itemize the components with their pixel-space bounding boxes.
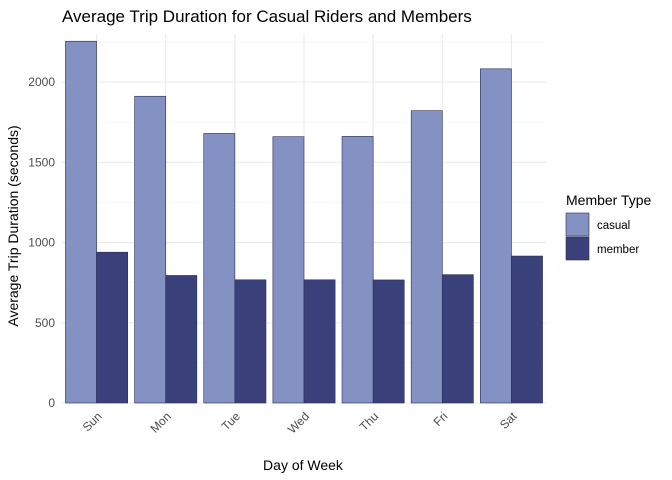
bar-member-sun xyxy=(96,251,128,404)
bar-casual-mon xyxy=(134,95,167,404)
legend-key-member xyxy=(565,236,590,261)
plot-area: 0 500 1000 1500 2000 Sun Mon Tue Wed Thu Fri Sat xyxy=(28,34,546,436)
x-tick-label: Sun xyxy=(80,409,105,434)
y-tick-label: 0 xyxy=(48,396,55,410)
bar-member-wed xyxy=(303,279,336,404)
bar-member-mon xyxy=(165,275,198,404)
x-tick-label: Tue xyxy=(219,409,243,433)
legend-label-member: member xyxy=(597,244,639,256)
x-tick-label: Mon xyxy=(147,409,173,435)
bar-casual-thu xyxy=(341,136,374,404)
bar-casual-tue xyxy=(203,133,236,404)
x-tick-label: Fri xyxy=(431,409,451,429)
y-axis-title: Average Trip Duration (seconds) xyxy=(5,125,21,326)
x-tick-label: Thu xyxy=(357,409,382,434)
bar-casual-fri xyxy=(410,110,443,404)
x-tick-label: Wed xyxy=(285,409,312,436)
bar-member-sat xyxy=(511,255,543,404)
legend-title: Member Type xyxy=(566,192,652,208)
bar-member-tue xyxy=(234,279,267,404)
bar-casual-sat xyxy=(480,68,512,404)
x-tick-label: Sat xyxy=(497,409,520,432)
y-tick-label: 1500 xyxy=(28,155,55,169)
x-axis-title: Day of Week xyxy=(263,457,344,473)
chart-title: Average Trip Duration for Casual Riders … xyxy=(62,7,472,26)
y-tick-label: 1000 xyxy=(28,236,55,250)
legend: Member Type casual member xyxy=(565,192,652,261)
legend-key-casual xyxy=(565,212,590,237)
legend-label-casual: casual xyxy=(597,220,630,232)
bar-member-thu xyxy=(372,279,405,404)
y-tick-label: 500 xyxy=(35,316,55,330)
bar-member-fri xyxy=(441,274,474,404)
bar-casual-wed xyxy=(272,136,305,404)
y-tick-label: 2000 xyxy=(28,75,55,89)
bar-casual-sun xyxy=(65,40,97,404)
